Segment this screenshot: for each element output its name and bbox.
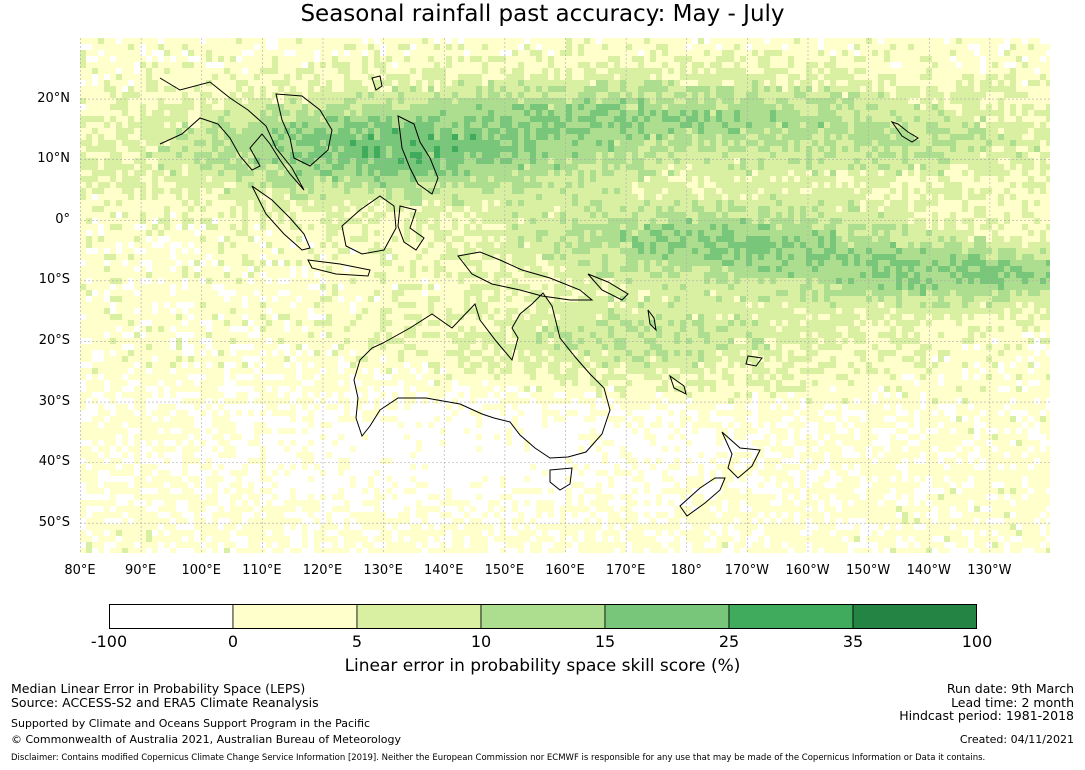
borneo-outline — [341, 195, 397, 255]
latitude-label: 50°S — [38, 514, 70, 530]
colorbar-swatch — [852, 604, 977, 629]
colorbar-tick-label: 5 — [351, 632, 363, 651]
colorbar — [109, 604, 977, 629]
fiji-outline — [745, 355, 763, 367]
longitude-label: 80°E — [64, 563, 96, 578]
australia-outline — [353, 292, 611, 459]
longitude-label: 110°E — [242, 563, 282, 578]
new-guinea-outline — [457, 251, 594, 301]
colorbar-tick-label: 35 — [842, 632, 864, 651]
vanuatu-outline — [647, 309, 657, 332]
footer-disclaimer: Disclaimer: Contains modified Copernicus… — [11, 753, 986, 763]
footer-source: Source: ACCESS-S2 and ERA5 Climate Reana… — [11, 695, 319, 710]
footer-lead-time: Lead time: 2 month — [951, 695, 1074, 710]
sulawesi-outline — [397, 205, 425, 251]
latitude-label: 20°N — [37, 90, 70, 106]
latitude-label: 20°S — [38, 332, 70, 348]
hawaii-outline — [890, 121, 919, 143]
latitude-label: 0° — [55, 211, 70, 227]
colorbar-swatch — [232, 604, 358, 629]
sumatra-outline — [251, 185, 311, 251]
colorbar-label: Linear error in probability space skill … — [344, 656, 741, 676]
longitude-label: 160°E — [545, 563, 585, 578]
colorbar-tick-label: -100 — [90, 632, 128, 651]
colorbar-tick-label: 15 — [594, 632, 616, 651]
longitude-label: 90°E — [124, 563, 157, 578]
new-zealand-south-outline — [679, 477, 726, 517]
taiwan-outline — [371, 75, 383, 91]
latitude-label: 10°S — [38, 272, 70, 288]
latitude-label: 30°S — [38, 393, 70, 409]
latitude-label: 40°S — [38, 454, 70, 470]
colorbar-swatch — [109, 604, 234, 629]
colorbar-tick-label: 25 — [718, 632, 740, 651]
colorbar-tick-label: 10 — [470, 632, 492, 651]
philippines-outline — [397, 115, 439, 195]
colorbar-tick-label: 0 — [227, 632, 239, 651]
longitude-label: 130°W — [967, 563, 1012, 578]
latitude-label: 10°N — [37, 151, 70, 167]
footer-hindcast-period: Hindcast period: 1981-2018 — [899, 708, 1074, 723]
graticule — [80, 38, 1050, 553]
longitude-label: 140°E — [423, 563, 464, 578]
java-outline — [307, 259, 371, 277]
longitude-label: 140°W — [906, 563, 951, 578]
colorbar-swatch — [356, 604, 482, 629]
longitude-label: 150°W — [846, 563, 891, 578]
longitude-label: 170°E — [605, 563, 646, 578]
southeast-asia-outline — [159, 77, 305, 191]
coastlines — [159, 75, 919, 517]
longitude-label: 160°W — [785, 563, 830, 578]
longitude-label: 130°E — [363, 563, 403, 578]
colorbar-swatch — [728, 604, 854, 629]
longitude-label: 170°W — [724, 563, 769, 578]
new-caledonia-outline — [669, 374, 687, 395]
longitude-label: 100°E — [181, 563, 222, 578]
skill-raster — [80, 38, 1050, 553]
map-title: Seasonal rainfall past accuracy: May - J… — [300, 1, 785, 27]
footer-support: Supported by Climate and Oceans Support … — [11, 717, 371, 730]
footer-created: Created: 04/11/2021 — [959, 733, 1074, 746]
colorbar-swatch — [604, 604, 730, 629]
footer-copyright: © Commonwealth of Australia 2021, Austra… — [11, 733, 401, 746]
longitude-label: 150°E — [484, 563, 525, 578]
footer-method: Median Linear Error in Probability Space… — [11, 681, 306, 696]
new-zealand-north-outline — [721, 431, 761, 479]
skill-score-map — [80, 38, 1050, 553]
longitude-label: 180° — [670, 563, 702, 578]
colorbar-swatch — [480, 604, 606, 629]
longitude-label: 120°E — [302, 563, 343, 578]
colorbar-tick-label: 100 — [961, 632, 993, 651]
footer-run-date: Run date: 9th March — [946, 681, 1074, 696]
indochina-outline — [275, 93, 333, 167]
tasmania-outline — [549, 467, 573, 491]
solomon-islands-outline — [587, 273, 629, 301]
